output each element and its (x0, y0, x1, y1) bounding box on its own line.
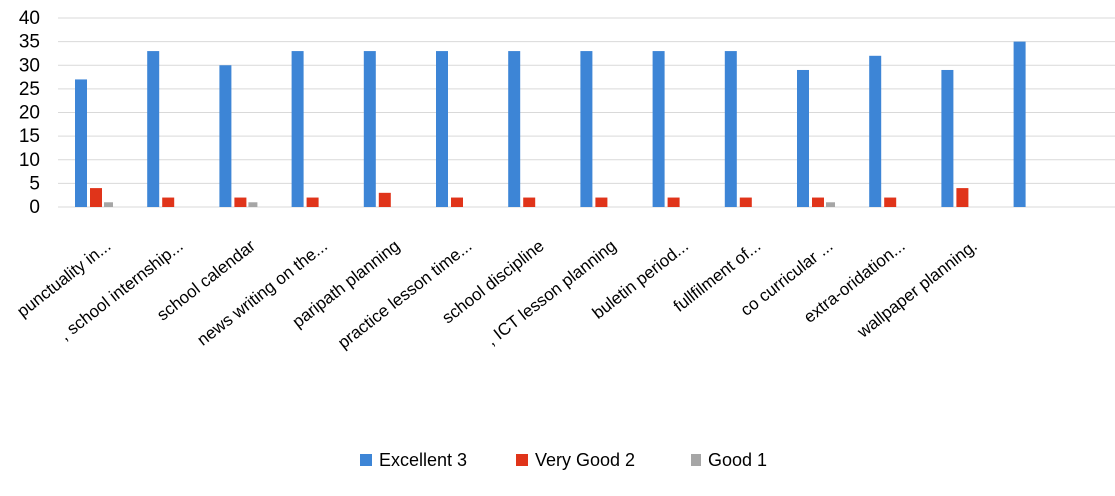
bar-excellent-3-2 (147, 51, 160, 208)
bars (75, 41, 1026, 208)
legend-item: Very Good 2 (516, 450, 635, 470)
legend-swatch (516, 454, 528, 466)
y-tick-label: 40 (19, 8, 40, 29)
bar-very-good-2-8 (595, 197, 608, 207)
bar-very-good-2-6 (451, 197, 463, 207)
bar-excellent-3-1 (75, 79, 87, 207)
bar-excellent-3-3 (219, 65, 232, 207)
bar-very-good-2-13 (956, 188, 969, 207)
legend-item: Good 1 (691, 450, 767, 470)
bar-excellent-3-8 (580, 51, 593, 208)
y-tick-label: 35 (19, 32, 40, 53)
bar-very-good-2-2 (162, 197, 175, 207)
bar-excellent-3-7 (508, 51, 521, 208)
x-tick-label: wallpaper planning. (853, 236, 981, 342)
bar-very-good-2-4 (306, 197, 319, 207)
bar-excellent-3-12 (869, 55, 882, 207)
legend-swatch (691, 454, 701, 466)
bar-very-good-2-11 (812, 197, 824, 207)
bar-excellent-3-10 (724, 51, 737, 208)
y-tick-label: 0 (29, 197, 40, 218)
bar-very-good-2-9 (667, 197, 680, 207)
bar-good-1-1 (104, 202, 113, 207)
bar-excellent-3-4 (291, 51, 304, 208)
legend-swatch (360, 454, 372, 466)
bar-excellent-3-9 (652, 51, 665, 208)
y-tick-label: 25 (19, 79, 40, 100)
x-tick-label: practice lesson time... (334, 236, 475, 352)
bar-good-1-3 (248, 202, 258, 207)
y-tick-label: 20 (19, 103, 40, 124)
y-tick-label: 5 (29, 173, 40, 194)
legend-label: Very Good 2 (535, 450, 635, 470)
y-tick-label: 10 (19, 150, 40, 171)
bar-excellent-3-13 (941, 69, 954, 207)
bar-very-good-2-10 (739, 197, 752, 207)
legend-label: Good 1 (708, 450, 767, 470)
x-tick-label: , school internship... (56, 236, 187, 344)
x-axis-ticks: punctuality in..., school internship...s… (13, 236, 980, 352)
bar-very-good-2-7 (523, 197, 536, 207)
bar-very-good-2-1 (90, 188, 102, 207)
bar-excellent-3-6 (436, 51, 448, 208)
bar-very-good-2-3 (234, 197, 247, 207)
bar-excellent-3-5 (363, 51, 376, 208)
legend: Excellent 3 Very Good 2 Good 1 (360, 450, 767, 470)
legend-label: Excellent 3 (379, 450, 467, 470)
bar-very-good-2-12 (884, 197, 897, 207)
bar-excellent-3-14 (1013, 41, 1026, 207)
x-tick-label: news writing on the... (194, 236, 332, 349)
y-tick-label: 15 (19, 126, 40, 147)
legend-item: Excellent 3 (360, 450, 467, 470)
bar-excellent-3-11 (797, 69, 809, 207)
y-tick-label: 30 (19, 55, 40, 76)
x-tick-label: , ICT lesson planning (483, 236, 620, 349)
bar-very-good-2-5 (378, 192, 391, 207)
bar-good-1-11 (826, 202, 835, 207)
